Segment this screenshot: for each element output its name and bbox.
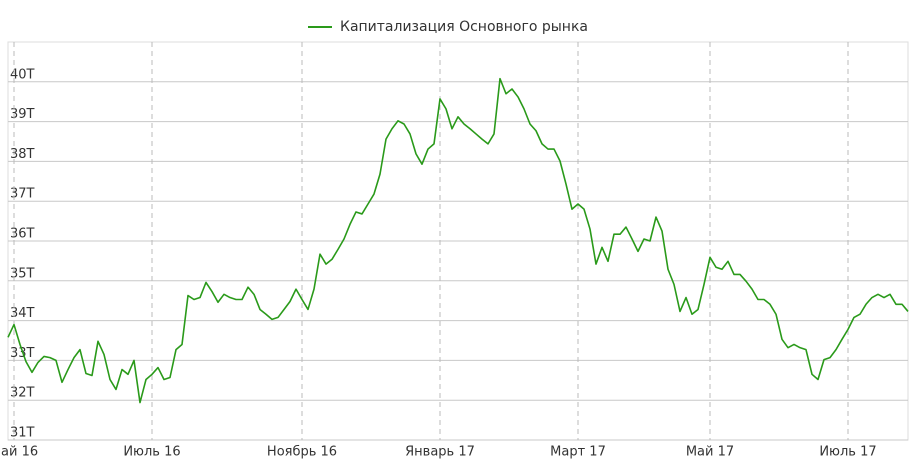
x-tick-label: Ноябрь 16 <box>267 445 337 460</box>
y-tick-label: 35T <box>10 266 35 281</box>
x-tick-label: Июль 17 <box>819 445 876 460</box>
y-tick-label: 33T <box>10 346 35 361</box>
x-tick-label: Май 17 <box>686 445 734 460</box>
y-tick-label: 31T <box>10 426 35 441</box>
x-tick-label: Январь 17 <box>405 445 475 460</box>
y-tick-label: 38T <box>10 147 35 162</box>
legend-label: Капитализация Основного рынка <box>340 19 588 35</box>
y-tick-label: 32T <box>10 386 35 401</box>
y-tick-label: 36T <box>10 227 35 242</box>
y-tick-label: 40T <box>10 67 35 82</box>
x-tick-label: Июль 16 <box>123 445 180 460</box>
series-line <box>7 77 909 404</box>
y-tick-label: 37T <box>10 187 35 202</box>
x-tick-label: Март 17 <box>550 445 606 460</box>
y-tick-label: 34T <box>10 306 35 321</box>
y-tick-label: 39T <box>10 107 35 122</box>
x-tick-label: Май 16 <box>0 445 38 460</box>
